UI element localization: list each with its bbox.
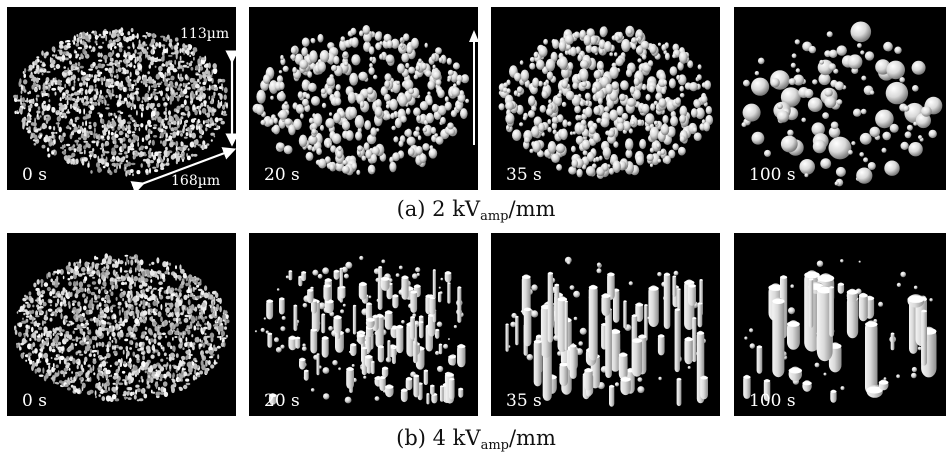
droplet-render	[498, 25, 714, 180]
time-label: 0 s	[22, 165, 47, 185]
droplet-render	[741, 21, 943, 187]
panel-b-20s: 20 s	[249, 233, 478, 416]
time-label: 100 s	[749, 391, 796, 411]
caption-b: (b) 4 kVamp/mm	[396, 426, 556, 453]
droplet-render	[505, 256, 708, 407]
caption-a: (a) 2 kVamp/mm	[396, 197, 556, 224]
panel-a-20s: 20 s	[249, 7, 478, 190]
time-label: 0 s	[22, 391, 47, 411]
time-label: 20 s	[264, 391, 300, 411]
time-label: 20 s	[264, 165, 300, 185]
time-label: 100 s	[749, 165, 796, 185]
scale-height-label: 113µm	[180, 26, 230, 42]
droplet-render	[14, 253, 230, 402]
panel-b-35s: 35 s	[491, 233, 720, 416]
field-arrow	[469, 30, 479, 145]
panel-b-0s: 0 s	[7, 233, 236, 416]
panel-a-35s: E 35 s	[491, 7, 720, 190]
time-label: 35 s	[506, 165, 542, 185]
droplet-render	[254, 255, 466, 405]
droplet-render	[252, 25, 470, 176]
droplet-render	[743, 259, 937, 403]
panel-a-0s: 113µm 168µm 0 s	[7, 7, 236, 190]
time-label: 35 s	[506, 391, 542, 411]
panel-a-100s: 100 s	[734, 7, 946, 190]
panel-b-100s: 100 s	[734, 233, 946, 416]
scale-arrows	[130, 50, 236, 190]
